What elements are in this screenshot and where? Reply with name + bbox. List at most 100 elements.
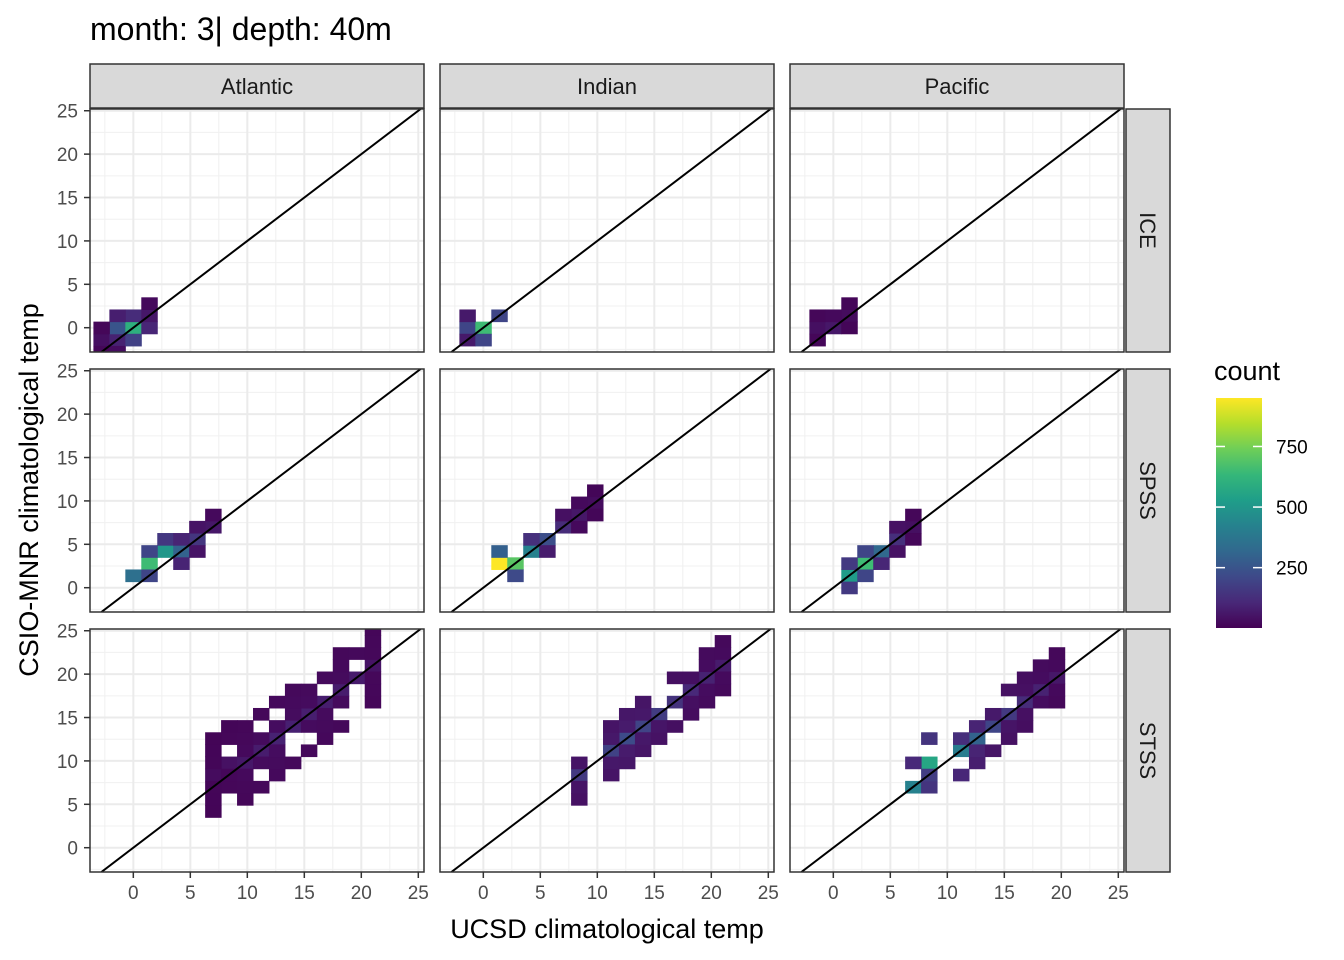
heatmap-bin (237, 780, 254, 794)
heatmap-bin (364, 629, 382, 636)
strip-label-ice: ICE (1135, 212, 1160, 249)
heatmap-bin (253, 707, 270, 721)
heatmap-bin (825, 309, 842, 323)
heatmap-bin (109, 345, 126, 352)
x-tick-label: 20 (701, 883, 722, 904)
identity-line (800, 109, 1122, 352)
y-tick-label: 5 (67, 535, 78, 556)
heatmap-bin (650, 720, 668, 733)
heatmap-bin (364, 695, 382, 709)
heatmap-bin (475, 333, 492, 347)
heatmap-bin (268, 756, 286, 770)
panel-border (89, 108, 425, 353)
heatmap-bin (253, 732, 270, 745)
y-axis-title: CSIO-MNR climatological temp (14, 303, 44, 677)
heatmap-bin (650, 732, 668, 745)
heatmap-bin (284, 683, 302, 697)
identity-line (100, 109, 422, 352)
heatmap-bin (205, 768, 222, 782)
x-tick-label: 5 (185, 883, 196, 904)
heatmap-bin (698, 683, 716, 697)
legend-colorbar (1216, 398, 1262, 628)
y-tick-label: 5 (67, 795, 78, 816)
panel-atlantic-ice (89, 108, 425, 353)
heatmap-bin (841, 297, 858, 310)
heatmap-bin (221, 780, 238, 794)
heatmap-bin (364, 635, 382, 648)
heatmap-bin (364, 647, 382, 660)
heatmap-bin (714, 683, 732, 697)
panel-border (789, 368, 1125, 613)
x-tick-label: 20 (351, 883, 372, 904)
heatmap-bin (666, 720, 684, 733)
y-tick-label: 10 (57, 232, 78, 253)
heatmap-bin (237, 720, 254, 733)
legend-title: count (1214, 356, 1281, 386)
identity-line (100, 629, 422, 872)
strip-indian (439, 63, 775, 109)
heatmap-bin (905, 756, 922, 770)
panel-atlantic-spss (89, 368, 425, 613)
x-tick-label: 25 (408, 883, 429, 904)
heatmap-bin (507, 569, 524, 583)
heatmap-bin (634, 695, 652, 709)
heatmap-bin (698, 659, 716, 673)
panel-indian-stss (439, 628, 775, 873)
panel-border (439, 368, 775, 613)
heatmap-bin (968, 720, 986, 733)
legend: count 250 500 750 (1214, 356, 1308, 628)
heatmap-bin (205, 508, 222, 522)
y-tick-label: 0 (67, 319, 78, 340)
heatmap-bin (491, 545, 508, 558)
strip-label-spss: SPSS (1135, 461, 1160, 520)
heatmap-bin (221, 756, 238, 770)
heatmap-bin (316, 720, 334, 733)
heatmap-bin (268, 768, 286, 782)
identity-line (800, 369, 1122, 612)
x-tick-label: 15 (644, 883, 665, 904)
x-axis-title: UCSD climatological temp (450, 914, 764, 944)
y-tick-label: 15 (57, 709, 78, 730)
heatmap-bin (125, 333, 142, 347)
heatmap-bin (666, 671, 684, 685)
heatmap-bin (571, 496, 588, 510)
heatmap-bin (1000, 720, 1018, 733)
heatmap-bin (905, 533, 922, 546)
x-tick-label: 10 (237, 883, 258, 904)
panel-border (789, 628, 1125, 873)
heatmap-bin (841, 321, 858, 335)
heatmap-bin (300, 683, 318, 697)
legend-label: 750 (1276, 437, 1308, 458)
heatmap-bin (603, 732, 620, 745)
heatmap-bin (316, 671, 334, 685)
heatmap-bin (109, 321, 126, 335)
heatmap-bin (921, 780, 938, 794)
heatmap-bin (634, 744, 652, 758)
strip-label-indian: Indian (577, 74, 637, 99)
heatmap-bin (682, 671, 700, 685)
heatmap-bin (332, 695, 350, 709)
heatmap-bin (1016, 707, 1034, 721)
heatmap-bin (1000, 683, 1018, 697)
x-tick-label: 5 (535, 883, 546, 904)
heatmap-bin (157, 533, 174, 546)
heatmap-bin (253, 756, 270, 770)
heatmap-bin (809, 321, 826, 335)
identity-line (450, 109, 772, 352)
heatmap-bin (300, 744, 318, 758)
y-tick-label: 25 (57, 622, 78, 643)
heatmap-bin (603, 756, 620, 770)
heatmap-bin (571, 780, 588, 794)
heatmap-bin (205, 756, 222, 770)
heatmap-bin (173, 557, 190, 570)
x-tick-label: 0 (478, 883, 489, 904)
heatmap-bin (841, 557, 858, 570)
column-strips: Atlantic Indian Pacific (89, 63, 1125, 109)
identity-line (450, 629, 772, 872)
x-tick-label: 15 (994, 883, 1015, 904)
x-tick-label: 5 (885, 883, 896, 904)
x-axis: 0 5 10 15 20 25 0 5 10 15 20 25 0 5 10 15 20 25 (128, 872, 1129, 904)
heatmap-bin (300, 720, 318, 733)
heatmap-bin (873, 557, 890, 570)
